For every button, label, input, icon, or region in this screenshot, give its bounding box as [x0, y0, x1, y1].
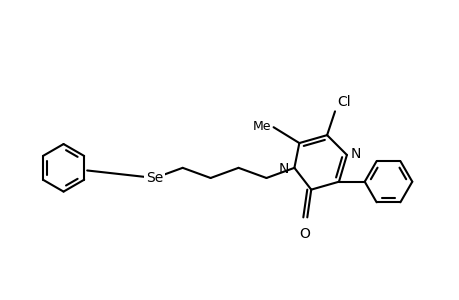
Text: Se: Se — [146, 171, 163, 185]
Text: N: N — [350, 147, 360, 161]
Text: Me: Me — [252, 120, 271, 133]
Text: N: N — [279, 162, 289, 176]
Text: Cl: Cl — [336, 95, 350, 110]
Text: O: O — [298, 227, 309, 241]
